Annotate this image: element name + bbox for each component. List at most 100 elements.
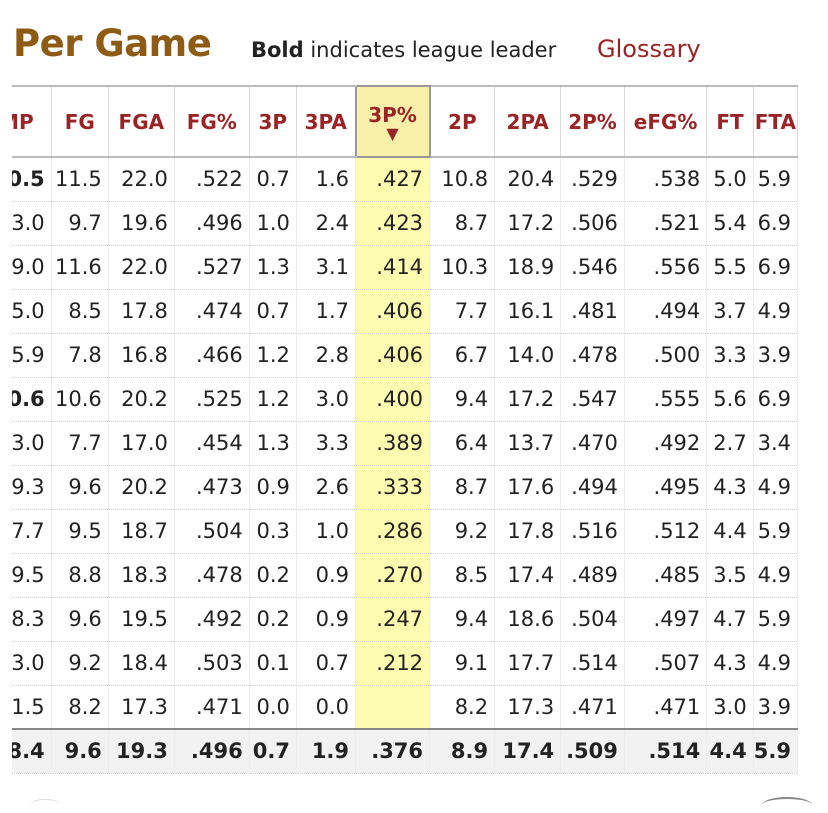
cell-fg: 8.5	[51, 289, 109, 334]
cell-2p-pct: .478	[560, 333, 625, 378]
cell-ft: 3.3	[706, 333, 754, 378]
column-header-2p[interactable]: 2P	[429, 85, 496, 158]
total-ft: 4.4	[706, 728, 754, 774]
cell-2p-pct: .489	[560, 553, 625, 598]
note-bold-word: Bold	[251, 38, 304, 62]
column-header-fg[interactable]: FG	[51, 85, 109, 158]
cell-3p: 0.2	[249, 597, 297, 642]
cell-fga: 19.5	[108, 597, 175, 642]
cell-fg-pct: .473	[174, 465, 250, 510]
cell-3p-pct: .247	[355, 597, 431, 642]
cell-3p: 0.0	[249, 685, 297, 730]
column-header-label: FG%	[186, 109, 237, 134]
column-header-2p-pct[interactable]: 2P%	[560, 85, 625, 158]
cell-efg-pct: .555	[624, 377, 708, 422]
column-header-2pa[interactable]: 2PA	[494, 85, 562, 158]
cell-2p-pct: .506	[560, 201, 625, 246]
cell-mp: 39.0	[12, 245, 52, 290]
cell-2pa: 16.1	[494, 289, 562, 334]
scroll-indicator-right	[762, 797, 812, 813]
cell-ft: 4.4	[706, 509, 754, 554]
cell-3pa: 0.0	[296, 685, 357, 730]
cell-2pa: 20.4	[494, 157, 562, 202]
cell-fga: 17.3	[108, 685, 175, 730]
cell-3p: 1.3	[249, 421, 297, 466]
cell-fta: 3.4	[753, 421, 799, 466]
table-row: 33.07.717.0.4541.33.3.3896.413.7.470.492…	[12, 421, 799, 466]
column-header-3p[interactable]: 3P	[249, 85, 297, 158]
scroll-bottom-edge	[0, 785, 828, 806]
cell-fga: 18.4	[108, 641, 175, 686]
cell-fg-pct: .527	[174, 245, 250, 290]
column-header-3p-pct[interactable]: 3P% ▼	[354, 85, 431, 158]
cell-fg: 11.5	[51, 157, 109, 202]
column-header-efg-pct[interactable]: eFG%	[624, 85, 708, 158]
column-header-fta[interactable]: FTA	[753, 85, 799, 158]
column-header-ft[interactable]: FT	[706, 85, 754, 158]
cell-3p: 0.7	[249, 157, 297, 202]
cell-3p-pct: .286	[355, 509, 431, 554]
cell-fg-pct: .525	[174, 377, 250, 422]
total-fga: 19.3	[108, 728, 175, 774]
cell-fga: 16.8	[108, 333, 175, 378]
column-header-label: 3P%	[368, 102, 417, 127]
cell-efg-pct: .556	[624, 245, 708, 290]
cell-fta: 5.9	[753, 509, 799, 554]
cell-3pa: 0.7	[296, 641, 357, 686]
cell-mp: 40.5	[12, 157, 52, 202]
cell-mp: 33.0	[12, 421, 52, 466]
column-header-label: 2PA	[506, 109, 549, 134]
total-2p-pct: .509	[560, 728, 625, 774]
cell-3pa: 2.4	[296, 201, 357, 246]
cell-2p-pct: .471	[560, 685, 625, 730]
cell-mp: 35.9	[12, 333, 52, 378]
total-3pa: 1.9	[296, 728, 357, 774]
cell-2pa: 18.9	[494, 245, 562, 290]
total-fg: 9.6	[51, 728, 109, 774]
table-row: 35.97.816.8.4661.22.8.4066.714.0.478.500…	[12, 333, 799, 378]
cell-3p-pct	[355, 685, 431, 730]
cell-2p: 9.2	[429, 509, 496, 554]
cell-3pa: 0.9	[296, 553, 357, 598]
sort-descending-icon: ▼	[386, 123, 399, 143]
total-efg-pct: .514	[624, 728, 708, 774]
cell-fg-pct: .522	[174, 157, 250, 202]
stats-table-scroll[interactable]: MP FG FGA FG% 3P 3PA 3P%▼ 2P 2PA 2P% eFG% FT FTA 40.…	[12, 85, 828, 785]
cell-efg-pct: .492	[624, 421, 708, 466]
per-game-stats-table: MP FG FGA FG% 3P 3PA 3P%▼ 2P 2PA 2P% eFG% FT FTA 40.…	[12, 85, 799, 774]
cell-2pa: 17.4	[494, 553, 562, 598]
cell-2p: 8.5	[429, 553, 496, 598]
cell-2pa: 17.2	[494, 377, 562, 422]
cell-fga: 18.7	[108, 509, 175, 554]
cell-2pa: 17.8	[494, 509, 562, 554]
cell-2p: 8.7	[429, 465, 496, 510]
cell-fg: 9.6	[51, 597, 109, 642]
cell-fg: 7.7	[51, 421, 109, 466]
column-header-label: 2P	[448, 109, 477, 134]
cell-2pa: 14.0	[494, 333, 562, 378]
table-row: 39.39.620.2.4730.92.6.3338.717.6.494.495…	[12, 465, 799, 510]
cell-efg-pct: .471	[624, 685, 708, 730]
table-row: 40.511.522.0.5220.71.6.42710.820.4.529.5…	[12, 157, 799, 202]
cell-efg-pct: .538	[624, 157, 708, 202]
glossary-link[interactable]: Glossary	[597, 35, 701, 63]
cell-fga: 17.8	[108, 289, 175, 334]
column-header-fg-pct[interactable]: FG%	[174, 85, 250, 158]
column-header-mp[interactable]: MP	[12, 85, 52, 158]
cell-fg: 9.2	[51, 641, 109, 686]
column-header-3pa[interactable]: 3PA	[296, 85, 357, 158]
cell-efg-pct: .500	[624, 333, 708, 378]
cell-3p-pct: .400	[355, 377, 431, 422]
cell-2p-pct: .529	[560, 157, 625, 202]
cell-2pa: 13.7	[494, 421, 562, 466]
table-row: 38.39.619.5.4920.20.9.2479.418.6.504.497…	[12, 597, 799, 642]
cell-ft: 5.5	[706, 245, 754, 290]
note-text: indicates league leader	[303, 38, 557, 62]
cell-2p-pct: .547	[560, 377, 625, 422]
cell-ft: 4.7	[706, 597, 754, 642]
cell-fta: 6.9	[753, 245, 799, 290]
column-header-fga[interactable]: FGA	[108, 85, 175, 158]
cell-fta: 6.9	[753, 201, 799, 246]
scroll-indicator-left	[30, 799, 60, 810]
table-row: 33.09.719.6.4961.02.4.4238.717.2.506.521…	[12, 201, 799, 246]
